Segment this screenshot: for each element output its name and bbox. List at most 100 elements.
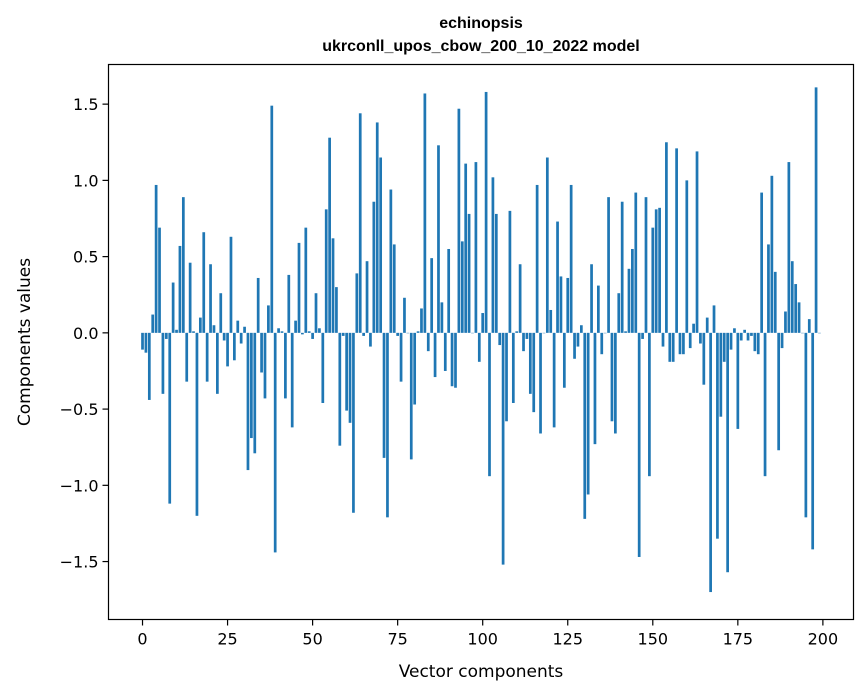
bar: [246, 332, 250, 471]
bar: [579, 325, 583, 333]
bar: [144, 332, 148, 353]
y-tick-label: 1.5: [73, 95, 98, 114]
bar: [297, 242, 301, 333]
bar: [260, 332, 263, 373]
bar: [467, 213, 471, 333]
bar: [787, 162, 791, 333]
bar: [685, 180, 689, 333]
bar: [491, 177, 495, 333]
x-tick-label: 175: [723, 630, 754, 649]
bar: [722, 332, 726, 362]
bar: [505, 332, 508, 422]
bar: [287, 274, 291, 333]
bar: [437, 145, 440, 333]
bar: [382, 332, 386, 458]
y-tick-label: −1.0: [60, 476, 99, 495]
bar: [733, 328, 736, 333]
bar: [644, 197, 648, 333]
bar: [147, 332, 151, 400]
bar: [273, 332, 277, 553]
bar: [379, 157, 383, 333]
bar: [641, 332, 644, 339]
bar: [600, 332, 604, 355]
chart-subtitle: ukrconll_upos_cbow_200_10_2022 model: [322, 38, 639, 55]
bar: [151, 314, 155, 333]
bar: [426, 332, 430, 352]
bar: [294, 320, 297, 333]
bar: [756, 332, 760, 355]
bar: [569, 184, 573, 333]
bar: [375, 122, 379, 333]
bar: [324, 209, 328, 333]
bar: [331, 238, 335, 333]
bar: [624, 331, 627, 333]
bar: [729, 332, 733, 350]
bar: [430, 258, 434, 333]
bar: [314, 293, 318, 333]
bar: [209, 264, 212, 333]
bar: [399, 332, 403, 382]
bar: [175, 329, 178, 333]
bar: [164, 332, 168, 339]
bar: [702, 332, 706, 385]
bar: [763, 332, 767, 477]
bar: [420, 308, 423, 333]
bar: [586, 332, 590, 495]
bar: [525, 332, 529, 339]
bar: [501, 332, 505, 565]
bar: [637, 332, 641, 557]
x-axis: 0 25 50 75 100 125 150 175 200: [137, 619, 838, 649]
bar: [229, 236, 233, 333]
bar: [477, 332, 481, 362]
bar: [488, 332, 491, 477]
bar: [556, 221, 559, 333]
bar: [797, 302, 801, 333]
chart-title: echinopsis: [439, 15, 523, 32]
bar: [590, 264, 593, 333]
bar: [773, 271, 777, 333]
bar: [562, 332, 566, 388]
bar: [226, 332, 229, 367]
bar: [552, 332, 556, 428]
bar: [403, 297, 406, 333]
bar: [222, 332, 226, 341]
bar: [780, 332, 784, 349]
bar: [515, 331, 519, 333]
bar: [705, 317, 709, 333]
bar: [593, 332, 597, 445]
x-axis-label: Vector components: [399, 662, 564, 682]
bar: [634, 192, 638, 333]
bar: [423, 93, 427, 333]
bar: [219, 293, 223, 333]
bar: [573, 332, 576, 359]
bar: [457, 108, 461, 333]
y-tick-label: −1.5: [60, 553, 99, 572]
bar: [335, 287, 338, 333]
bar: [202, 232, 206, 333]
bar: [358, 113, 362, 333]
bar: [250, 332, 253, 439]
bar: [171, 282, 175, 333]
bar: [233, 332, 236, 361]
bar: [484, 91, 488, 333]
bar: [154, 184, 158, 333]
bar: [651, 227, 655, 333]
bar: [386, 332, 389, 518]
bar: [341, 332, 345, 336]
bar: [263, 332, 267, 399]
bar: [508, 210, 512, 333]
bar: [719, 332, 723, 417]
bar: [682, 332, 685, 355]
x-tick-label: 0: [137, 630, 147, 649]
bar: [545, 157, 549, 333]
bar: [753, 332, 757, 352]
bar: [511, 332, 515, 403]
bar: [688, 332, 692, 349]
bar: [739, 332, 743, 341]
bar: [770, 175, 774, 333]
bar: [450, 332, 454, 387]
bar: [338, 332, 342, 446]
bar: [814, 87, 818, 333]
bar: [607, 197, 610, 333]
bar: [161, 332, 165, 394]
